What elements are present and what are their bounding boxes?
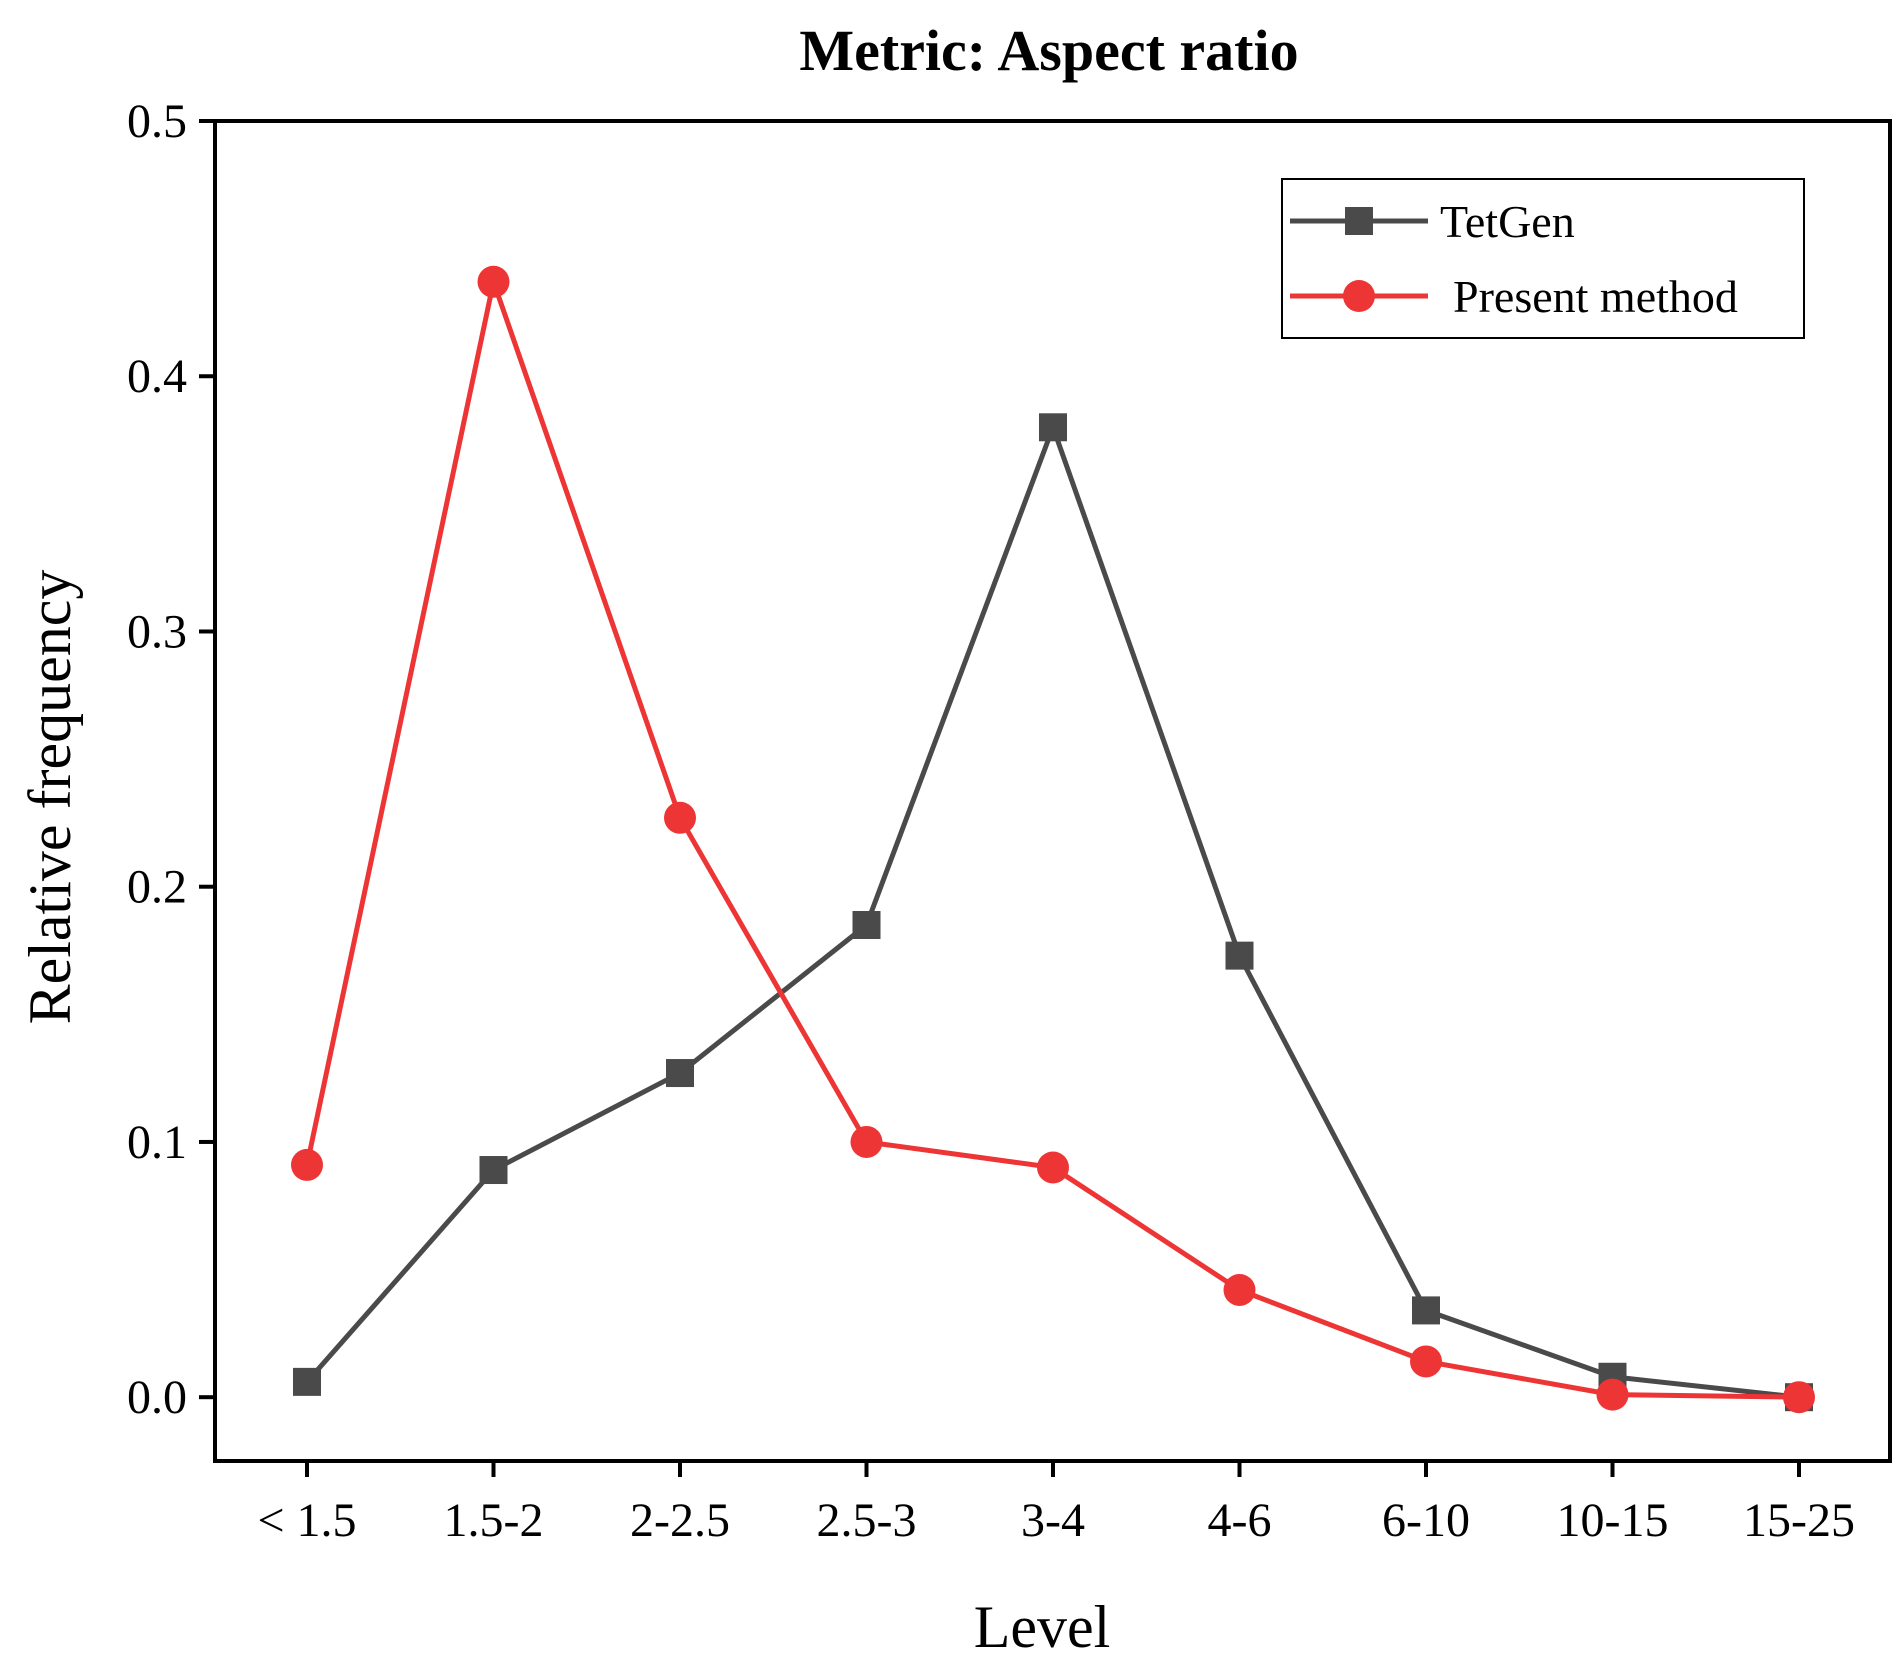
data-point bbox=[479, 1156, 508, 1185]
data-point bbox=[1223, 1273, 1256, 1306]
y-tick-label: 0.1 bbox=[127, 1116, 187, 1169]
data-point bbox=[291, 1148, 323, 1181]
data-point bbox=[293, 1367, 321, 1396]
series-layer bbox=[291, 265, 1815, 1414]
x-tick-label: 6-10 bbox=[1382, 1494, 1470, 1547]
data-point bbox=[850, 1125, 883, 1158]
data-point bbox=[477, 265, 510, 298]
x-axis-title: Level bbox=[974, 1594, 1111, 1660]
y-tick-label: 0.2 bbox=[127, 861, 187, 914]
legend-marker bbox=[1343, 280, 1375, 312]
y-tick-label: 0.5 bbox=[127, 95, 187, 148]
chart-title: Metric: Aspect ratio bbox=[799, 18, 1298, 83]
x-axis: < 1.5 1.5-2 2-2.5 2.5-3 3-4 4-6 6-10 10-15 15-25 bbox=[257, 1461, 1855, 1547]
legend: TetGen Present method bbox=[1281, 178, 1805, 339]
y-axis: 0.0 0.1 0.2 0.3 0.4 0.5 bbox=[127, 95, 215, 1424]
legend-label: Present method bbox=[1453, 271, 1738, 322]
series-present-method bbox=[291, 265, 1815, 1414]
data-point bbox=[1039, 413, 1067, 442]
series-tetgen bbox=[293, 413, 1813, 1412]
data-point bbox=[1412, 1296, 1440, 1325]
y-tick-label: 0.4 bbox=[127, 350, 187, 403]
x-tick-label: 15-25 bbox=[1743, 1494, 1855, 1547]
data-point bbox=[852, 911, 881, 939]
data-point bbox=[1410, 1345, 1442, 1378]
x-tick-label: 10-15 bbox=[1557, 1494, 1669, 1547]
data-point bbox=[1037, 1151, 1069, 1184]
data-point bbox=[1783, 1381, 1815, 1414]
legend-marker bbox=[1345, 207, 1373, 235]
x-tick-label: 1.5-2 bbox=[444, 1494, 544, 1547]
data-point bbox=[1596, 1378, 1629, 1411]
y-tick-label: 0.3 bbox=[127, 605, 187, 658]
x-tick-label: < 1.5 bbox=[257, 1494, 356, 1547]
data-point bbox=[1225, 941, 1254, 970]
y-tick-label: 0.0 bbox=[127, 1371, 187, 1424]
x-tick-label: 2-2.5 bbox=[630, 1494, 730, 1547]
x-tick-label: 4-6 bbox=[1208, 1494, 1272, 1547]
legend-box bbox=[1281, 178, 1805, 339]
legend-item: Present method bbox=[1290, 271, 1738, 322]
data-point bbox=[666, 1059, 694, 1088]
legend-item: TetGen bbox=[1290, 196, 1575, 247]
series-line bbox=[305, 424, 1800, 1400]
legend-label: TetGen bbox=[1440, 196, 1575, 247]
x-tick-label: 2.5-3 bbox=[817, 1494, 917, 1547]
x-tick-label: 3-4 bbox=[1021, 1494, 1085, 1547]
y-axis-title: Relative frequency bbox=[17, 570, 83, 1025]
data-point bbox=[664, 801, 696, 834]
series-line bbox=[304, 279, 1800, 1400]
